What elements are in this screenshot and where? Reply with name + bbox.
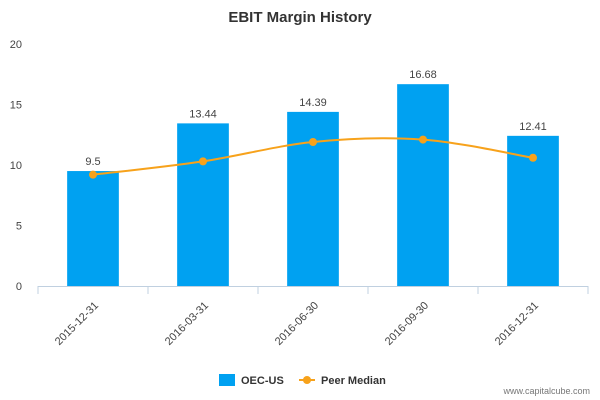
bar-data-label: 14.39 bbox=[299, 97, 327, 109]
x-tick-label: 2016-12-31 bbox=[493, 300, 541, 348]
legend-swatch-marker bbox=[303, 376, 311, 384]
bar-series bbox=[67, 84, 559, 286]
y-tick-label: 5 bbox=[16, 221, 22, 233]
bar-data-label: 13.44 bbox=[189, 108, 217, 120]
x-tick-label: 2016-06-30 bbox=[273, 300, 321, 348]
bar bbox=[67, 171, 119, 286]
bar bbox=[397, 84, 449, 286]
line-series bbox=[89, 135, 537, 179]
credit-text: www.capitalcube.com bbox=[502, 386, 590, 396]
y-tick-label: 15 bbox=[10, 100, 22, 112]
bar-data-label: 9.5 bbox=[85, 156, 100, 168]
y-tick-label: 20 bbox=[10, 39, 22, 51]
peer-median-point bbox=[529, 153, 537, 162]
bar-data-labels: 9.5 13.44 14.39 16.68 12.41 bbox=[85, 69, 546, 168]
bar-data-label: 16.68 bbox=[409, 69, 437, 81]
y-tick-label: 0 bbox=[16, 281, 22, 293]
x-tick-label: 2016-03-31 bbox=[163, 300, 211, 348]
x-tick-label: 2016-09-30 bbox=[383, 300, 431, 348]
bar-data-label: 12.41 bbox=[519, 121, 547, 133]
legend-swatch-bar bbox=[219, 374, 235, 386]
legend-label: Peer Median bbox=[321, 375, 386, 387]
legend-label: OEC-US bbox=[241, 375, 284, 387]
peer-median-point bbox=[89, 170, 97, 179]
peer-median-point bbox=[419, 135, 427, 144]
x-axis: 2015-12-31 2016-03-31 2016-06-30 2016-09-30… bbox=[37, 286, 589, 348]
chart-title: EBIT Margin History bbox=[228, 9, 372, 26]
peer-median-point bbox=[199, 157, 207, 166]
y-axis: 0 5 10 15 20 bbox=[10, 39, 22, 293]
x-tick-label: 2015-12-31 bbox=[53, 300, 101, 348]
legend: OEC-US Peer Median bbox=[219, 374, 386, 387]
bar bbox=[287, 111, 339, 286]
peer-median-point bbox=[309, 138, 317, 147]
bar bbox=[177, 123, 229, 286]
y-tick-label: 10 bbox=[10, 160, 22, 172]
